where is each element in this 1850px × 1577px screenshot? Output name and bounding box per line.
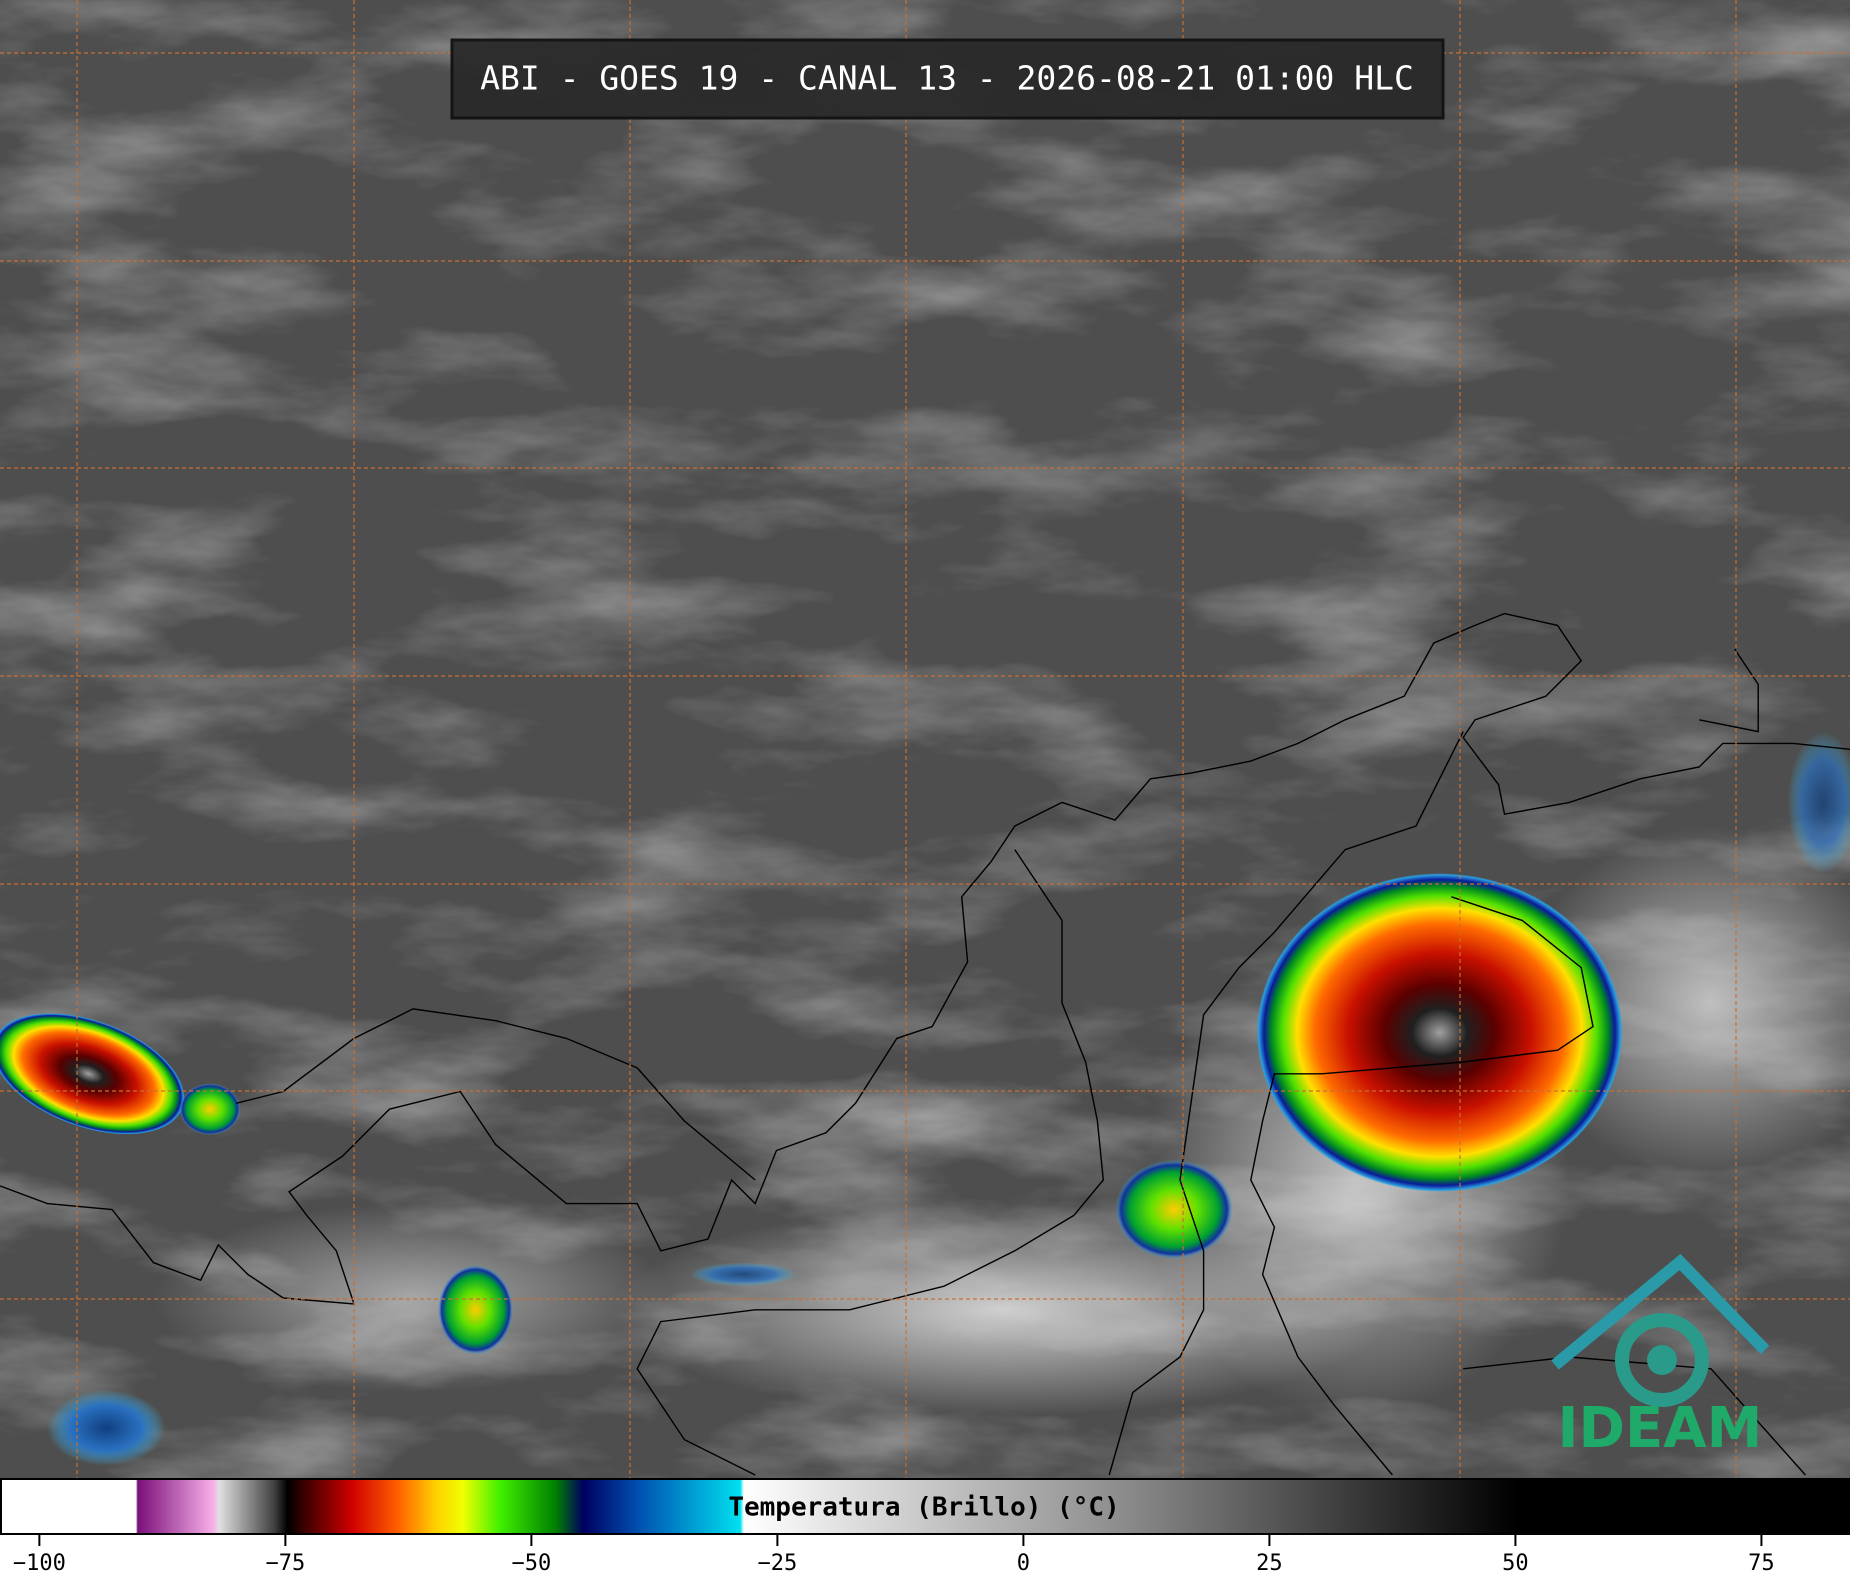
tick-label: 0 <box>1017 1551 1030 1576</box>
boundaries <box>0 612 1850 1476</box>
tick-label: −25 <box>758 1551 798 1576</box>
colorbar-ramp <box>0 1478 1850 1535</box>
logo: IDEAM <box>1551 1253 1770 1461</box>
tick-label: 75 <box>1748 1551 1775 1576</box>
tick-label: 50 <box>1502 1551 1529 1576</box>
map: ABI - GOES 19 - CANAL 13 - 2026-08-21 01… <box>0 0 1850 1478</box>
logo-text: IDEAM <box>1558 1396 1763 1461</box>
tick-label: 25 <box>1256 1551 1283 1576</box>
tick-label: −75 <box>265 1551 305 1576</box>
colorbar: Temperatura (Brillo) (°C) −100 −75 −50 −25 0… <box>0 1478 1850 1577</box>
colorbar-label: Temperatura (Brillo) (°C) <box>728 1493 1119 1523</box>
graticule <box>0 0 1850 1478</box>
tick-label: −50 <box>512 1551 552 1576</box>
tick-label: −100 <box>13 1551 66 1576</box>
map-title: ABI - GOES 19 - CANAL 13 - 2026-08-21 01… <box>480 59 1414 98</box>
title-box: ABI - GOES 19 - CANAL 13 - 2026-08-21 01… <box>450 38 1445 120</box>
